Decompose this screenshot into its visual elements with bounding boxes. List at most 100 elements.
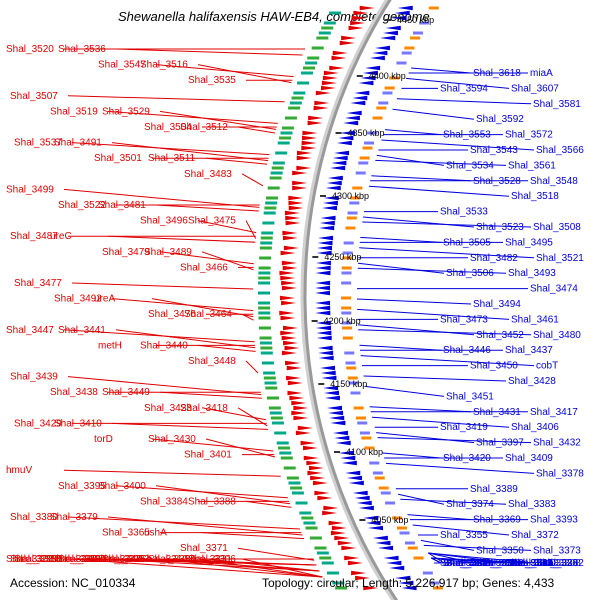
annotation-block (269, 411, 282, 415)
right-leader-line (431, 557, 532, 564)
right-gene-label: Shal_3419 (440, 422, 488, 433)
reverse-gene-arrow (365, 520, 381, 526)
annotation-block (349, 201, 360, 205)
right-leader-line (384, 129, 442, 136)
annotation-block (261, 231, 274, 235)
left-leader-line (197, 344, 256, 352)
annotation-block (345, 226, 356, 230)
right-leader-line (372, 416, 510, 428)
left-gene-label: Shal_3401 (184, 450, 232, 461)
forward-gene-arrow (332, 50, 348, 56)
right-gene-label: Shal_3428 (508, 376, 556, 387)
scale-label: 4250 kbp (324, 252, 361, 262)
annotation-block (362, 146, 373, 150)
annotation-block (297, 81, 310, 85)
right-leader-line (357, 324, 475, 336)
right-gene-label: Shal_3324 (446, 558, 494, 569)
forward-gene-arrow (301, 145, 317, 151)
reverse-gene-arrow (345, 470, 361, 476)
right-gene-label: Shal_3313 (505, 558, 553, 569)
right-gene-label: Shal_3406 (511, 422, 559, 433)
annotation-block (258, 266, 271, 270)
left-gene-label: Shal_3331 (184, 554, 232, 565)
right-gene-label: Shal_3389 (470, 484, 518, 495)
annotation-block (301, 516, 314, 520)
left-gene-label: Shal_3371 (180, 543, 228, 554)
left-leader-line (63, 188, 260, 208)
annotation-block (260, 346, 273, 350)
reverse-gene-arrow (341, 460, 357, 466)
annotation-block (392, 516, 403, 520)
reverse-gene-arrow (352, 95, 368, 101)
right-leader-line (431, 557, 472, 564)
left-gene-label: metH (98, 340, 122, 351)
right-gene-label: Shal_3480 (533, 330, 581, 341)
annotation-block (318, 31, 331, 35)
scale-label: 4100 kbp (346, 447, 383, 457)
reverse-gene-arrow (316, 330, 332, 336)
reverse-gene-arrow (338, 450, 354, 456)
reverse-gene-arrow (362, 70, 378, 76)
forward-gene-arrow (308, 465, 324, 471)
left-leader-line (197, 220, 257, 234)
accession-text: Accession: NC_010334 (10, 576, 136, 590)
right-gene-label: Shal_3566 (536, 145, 584, 156)
annotation-block (299, 511, 312, 515)
right-gene-label: Shal_3508 (533, 222, 581, 233)
annotation-block (274, 431, 287, 435)
scale-tick (312, 256, 319, 258)
left-leader-line (67, 558, 317, 566)
reverse-gene-arrow (352, 490, 368, 496)
forward-gene-arrow (348, 25, 364, 31)
reverse-gene-arrow (369, 55, 385, 61)
left-gene-label: Shal_3380 (10, 512, 58, 523)
right-gene-label: Shal_3548 (530, 176, 578, 187)
backbone-shadow (300, 0, 397, 600)
forward-gene-arrow (315, 90, 331, 96)
left-leader-line (151, 298, 254, 318)
right-leader-line (381, 139, 535, 151)
right-leader-line (420, 539, 475, 551)
reverse-gene-arrow (346, 110, 362, 116)
annotation-block (355, 416, 366, 420)
left-leader-line (107, 110, 278, 124)
annotation-block (258, 271, 271, 275)
right-gene-label: Shal_3431 (473, 407, 521, 418)
annotation-block (422, 571, 433, 575)
reverse-gene-arrow (319, 225, 335, 231)
annotation-block (396, 61, 407, 65)
forward-gene-arrow (286, 365, 302, 371)
right-gene-label: Shal_3432 (533, 438, 581, 449)
annotation-block (259, 336, 272, 340)
left-gene-label: Shal_3516 (140, 60, 188, 71)
reverse-gene-arrow (391, 15, 407, 21)
reverse-gene-arrow (372, 535, 388, 541)
left-gene-label: Shal_3475 (188, 216, 236, 227)
annotation-block (410, 36, 421, 40)
reverse-gene-arrow (344, 115, 360, 121)
forward-gene-arrow (288, 195, 304, 201)
left-gene-label: hmuV (6, 465, 32, 476)
left-gene-label: Shal_3336 (148, 554, 196, 565)
left-gene-label: Shal_3492 (54, 294, 102, 305)
right-gene-label: Shal_3618 (473, 68, 521, 79)
annotation-block (283, 466, 296, 470)
annotation-block (335, 586, 348, 590)
right-gene-label: Shal_3450 (470, 361, 518, 372)
reverse-gene-arrow (356, 500, 372, 506)
annotation-block (259, 256, 272, 260)
forward-gene-arrow (284, 345, 300, 351)
reverse-gene-arrow (347, 475, 363, 481)
reverse-gene-arrow (330, 420, 346, 426)
right-leader-line (428, 552, 535, 564)
annotation-block (401, 51, 412, 55)
annotation-block (265, 386, 278, 390)
forward-gene-arrow (293, 415, 309, 421)
annotation-block (372, 116, 383, 120)
forward-gene-arrow (285, 220, 301, 226)
reverse-gene-arrow (328, 410, 344, 416)
reverse-gene-arrow (326, 405, 342, 411)
right-leader-line (360, 236, 442, 243)
forward-gene-arrow (355, 575, 371, 581)
